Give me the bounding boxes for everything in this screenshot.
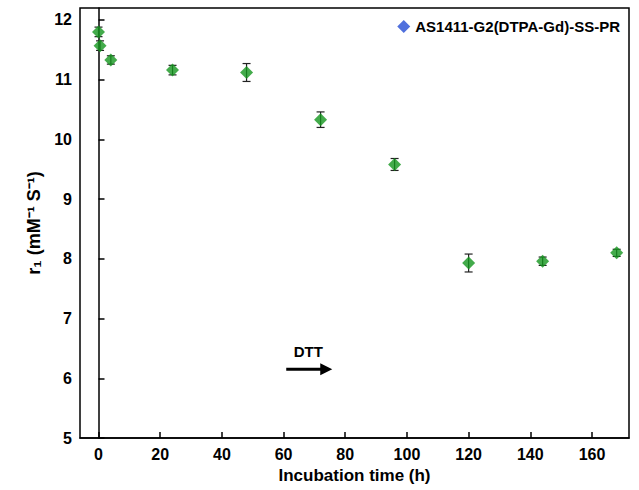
svg-text:DTT: DTT [294, 343, 323, 360]
svg-text:100: 100 [394, 446, 421, 463]
svg-text:5: 5 [63, 430, 72, 447]
svg-text:160: 160 [579, 446, 606, 463]
svg-text:20: 20 [151, 446, 169, 463]
svg-text:r₁ (mM⁻¹ S⁻¹): r₁ (mM⁻¹ S⁻¹) [24, 171, 44, 274]
svg-text:0: 0 [94, 446, 103, 463]
svg-text:10: 10 [54, 131, 72, 148]
svg-text:140: 140 [517, 446, 544, 463]
svg-text:Incubation time (h): Incubation time (h) [278, 466, 430, 485]
svg-text:120: 120 [455, 446, 482, 463]
svg-text:12: 12 [54, 11, 72, 28]
svg-text:40: 40 [213, 446, 231, 463]
svg-text:AS1411-G2(DTPA-Gd)-SS-PR: AS1411-G2(DTPA-Gd)-SS-PR [415, 18, 620, 35]
svg-text:80: 80 [336, 446, 354, 463]
svg-text:8: 8 [63, 250, 72, 267]
svg-text:6: 6 [63, 370, 72, 387]
svg-text:9: 9 [63, 191, 72, 208]
svg-text:7: 7 [63, 310, 72, 327]
svg-text:11: 11 [55, 71, 72, 88]
svg-text:60: 60 [275, 446, 293, 463]
